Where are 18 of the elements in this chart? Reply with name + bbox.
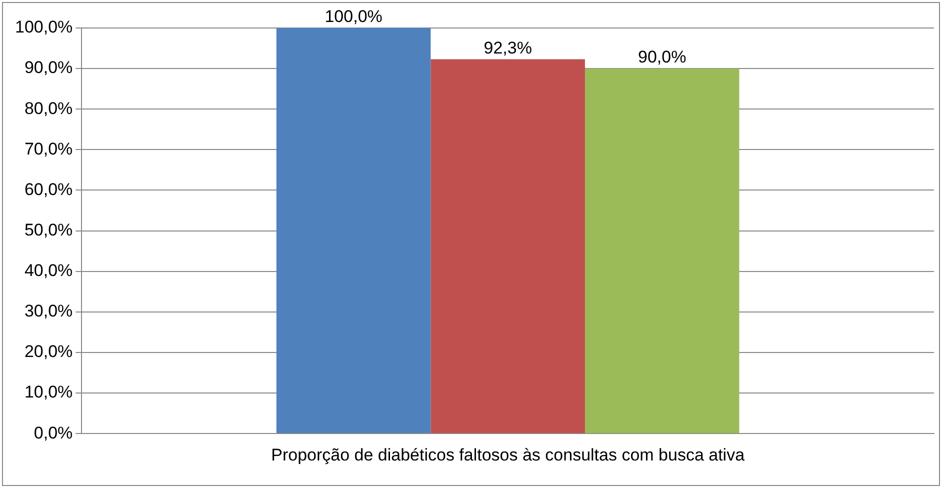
y-tick-label: 60,0% [24, 180, 73, 199]
y-tick-label: 90,0% [24, 58, 73, 78]
data-label: 90,0% [638, 48, 686, 67]
y-tick-label: 10,0% [24, 382, 73, 402]
y-tick-label: 40,0% [24, 261, 73, 280]
y-tick-label: 70,0% [24, 139, 73, 158]
bar [276, 28, 431, 434]
data-label: 100,0% [324, 7, 382, 26]
data-label: 92,3% [484, 38, 532, 58]
x-tick-label: Proporção de diabéticos faltosos às consultas com busca ativa [271, 445, 746, 464]
bar [584, 68, 740, 434]
y-tick-label: 100,0% [14, 18, 73, 37]
y-tick-label: 80,0% [24, 98, 73, 118]
bar [430, 59, 585, 434]
y-tick-label: 20,0% [24, 342, 73, 362]
y-tick-label: 50,0% [24, 220, 73, 240]
y-tick-label: 30,0% [24, 302, 73, 321]
y-tick-label: 0,0% [34, 423, 73, 442]
